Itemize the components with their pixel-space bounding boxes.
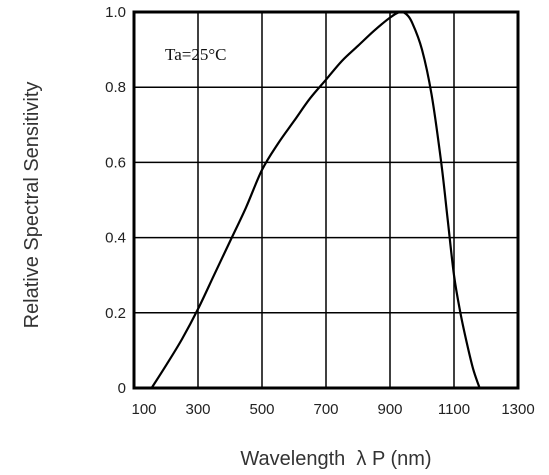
x-tick-label: 100 (131, 401, 156, 418)
grid (134, 12, 518, 388)
x-axis-label: Wavelength λ P (nm) (240, 448, 431, 470)
x-tick-label: 900 (377, 401, 402, 418)
y-tick-labels: 0 0.2 0.4 0.6 0.8 1.0 (105, 4, 126, 397)
y-tick-label: 0.6 (105, 154, 126, 171)
y-tick-label: 0.2 (105, 305, 126, 322)
y-tick-label: 0 (118, 380, 126, 397)
x-tick-label: 500 (249, 401, 274, 418)
temperature-annotation: Ta=25°C (165, 45, 226, 64)
y-tick-label: 0.4 (105, 230, 126, 247)
x-tick-label: 1300 (501, 401, 534, 418)
series-line (150, 10, 481, 389)
y-axis-label: Relative Spectral Sensitivity (21, 82, 43, 329)
x-tick-labels: 100 300 500 700 900 1100 1300 (131, 401, 534, 418)
x-tick-label: 300 (185, 401, 210, 418)
y-tick-label: 1.0 (105, 4, 126, 21)
y-tick-label: 0.8 (105, 79, 126, 96)
x-tick-label: 700 (313, 401, 338, 418)
x-tick-label: 1100 (438, 401, 470, 418)
plot-frame (132, 10, 520, 390)
